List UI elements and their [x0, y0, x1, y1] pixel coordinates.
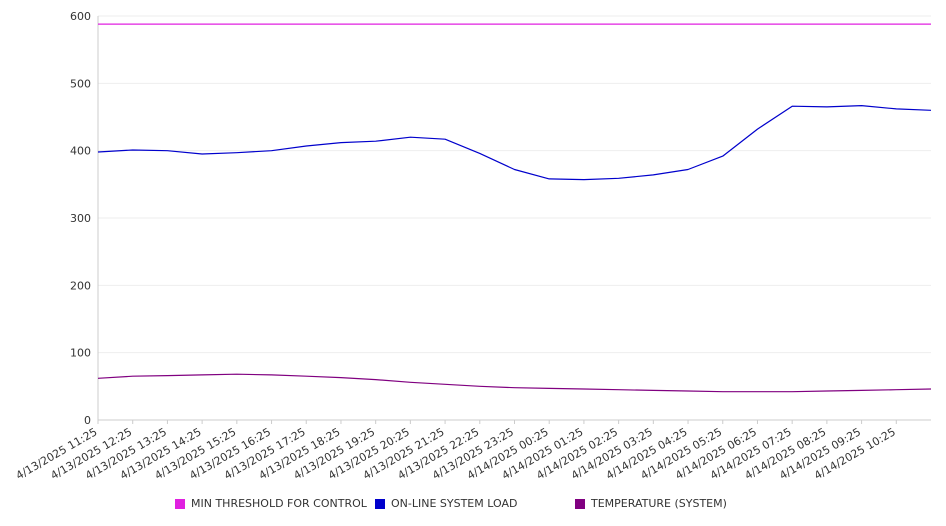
legend-label-temperature-system: TEMPERATURE (SYSTEM) [591, 497, 727, 510]
y-tick-label: 100 [70, 347, 91, 360]
y-tick-label: 300 [70, 212, 91, 225]
legend-item-temperature-system[interactable]: TEMPERATURE (SYSTEM) [575, 497, 727, 510]
y-tick-label: 0 [84, 414, 91, 427]
series-line-temperature-system [97, 373, 932, 393]
legend-swatch-temperature-system [575, 498, 585, 509]
series-line-online-system-load [97, 104, 932, 181]
legend-label-min-threshold: MIN THRESHOLD FOR CONTROL [191, 497, 367, 510]
y-tick-label: 200 [70, 279, 91, 292]
legend-swatch-online-system-load [375, 498, 385, 509]
y-tick-labels: 0 100 200 300 400 500 600 [70, 10, 91, 427]
y-tick-label: 500 [70, 77, 91, 90]
legend-item-online-system-load[interactable]: ON-LINE SYSTEM LOAD [375, 497, 517, 510]
gridlines [98, 15, 931, 354]
legend-swatch-min-threshold [175, 498, 185, 509]
y-tick-label: 400 [70, 145, 91, 158]
legend-item-min-threshold[interactable]: MIN THRESHOLD FOR CONTROL [175, 497, 367, 510]
series-lines [97, 23, 932, 393]
legend-label-online-system-load: ON-LINE SYSTEM LOAD [391, 497, 518, 510]
legend: MIN THRESHOLD FOR CONTROL ON-LINE SYSTEM… [0, 497, 946, 513]
y-tick-label: 600 [70, 10, 91, 23]
x-tick-labels: 4/13/2025 11:254/13/2025 12:254/13/2025 … [14, 420, 898, 482]
